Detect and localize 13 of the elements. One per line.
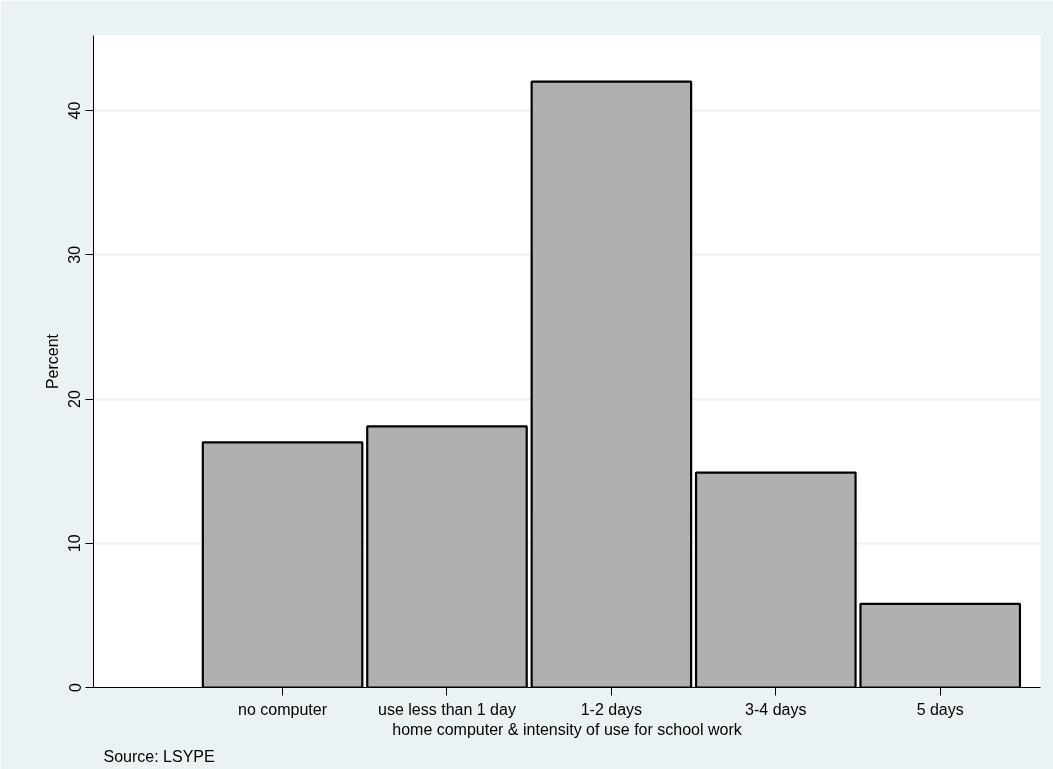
x-tick-label: 3-4 days [745, 700, 807, 718]
x-tick-label: 1-2 days [580, 700, 643, 718]
y-tick-label: 10 [66, 534, 84, 553]
y-tick-label: 0 [66, 682, 84, 692]
source-note: Source: LSYPE [103, 747, 215, 765]
y-tick-label: 20 [66, 390, 84, 408]
y-tick-label: 30 [66, 245, 84, 264]
y-axis-title: Percent [43, 333, 61, 390]
x-tick-label: use less than 1 day [378, 700, 516, 718]
y-tick-label: 40 [66, 101, 84, 120]
x-axis-title: home computer & intensity of use for school work [392, 720, 743, 738]
x-tick-label: no computer [238, 700, 328, 718]
x-tick-label: 5 days [916, 700, 964, 718]
